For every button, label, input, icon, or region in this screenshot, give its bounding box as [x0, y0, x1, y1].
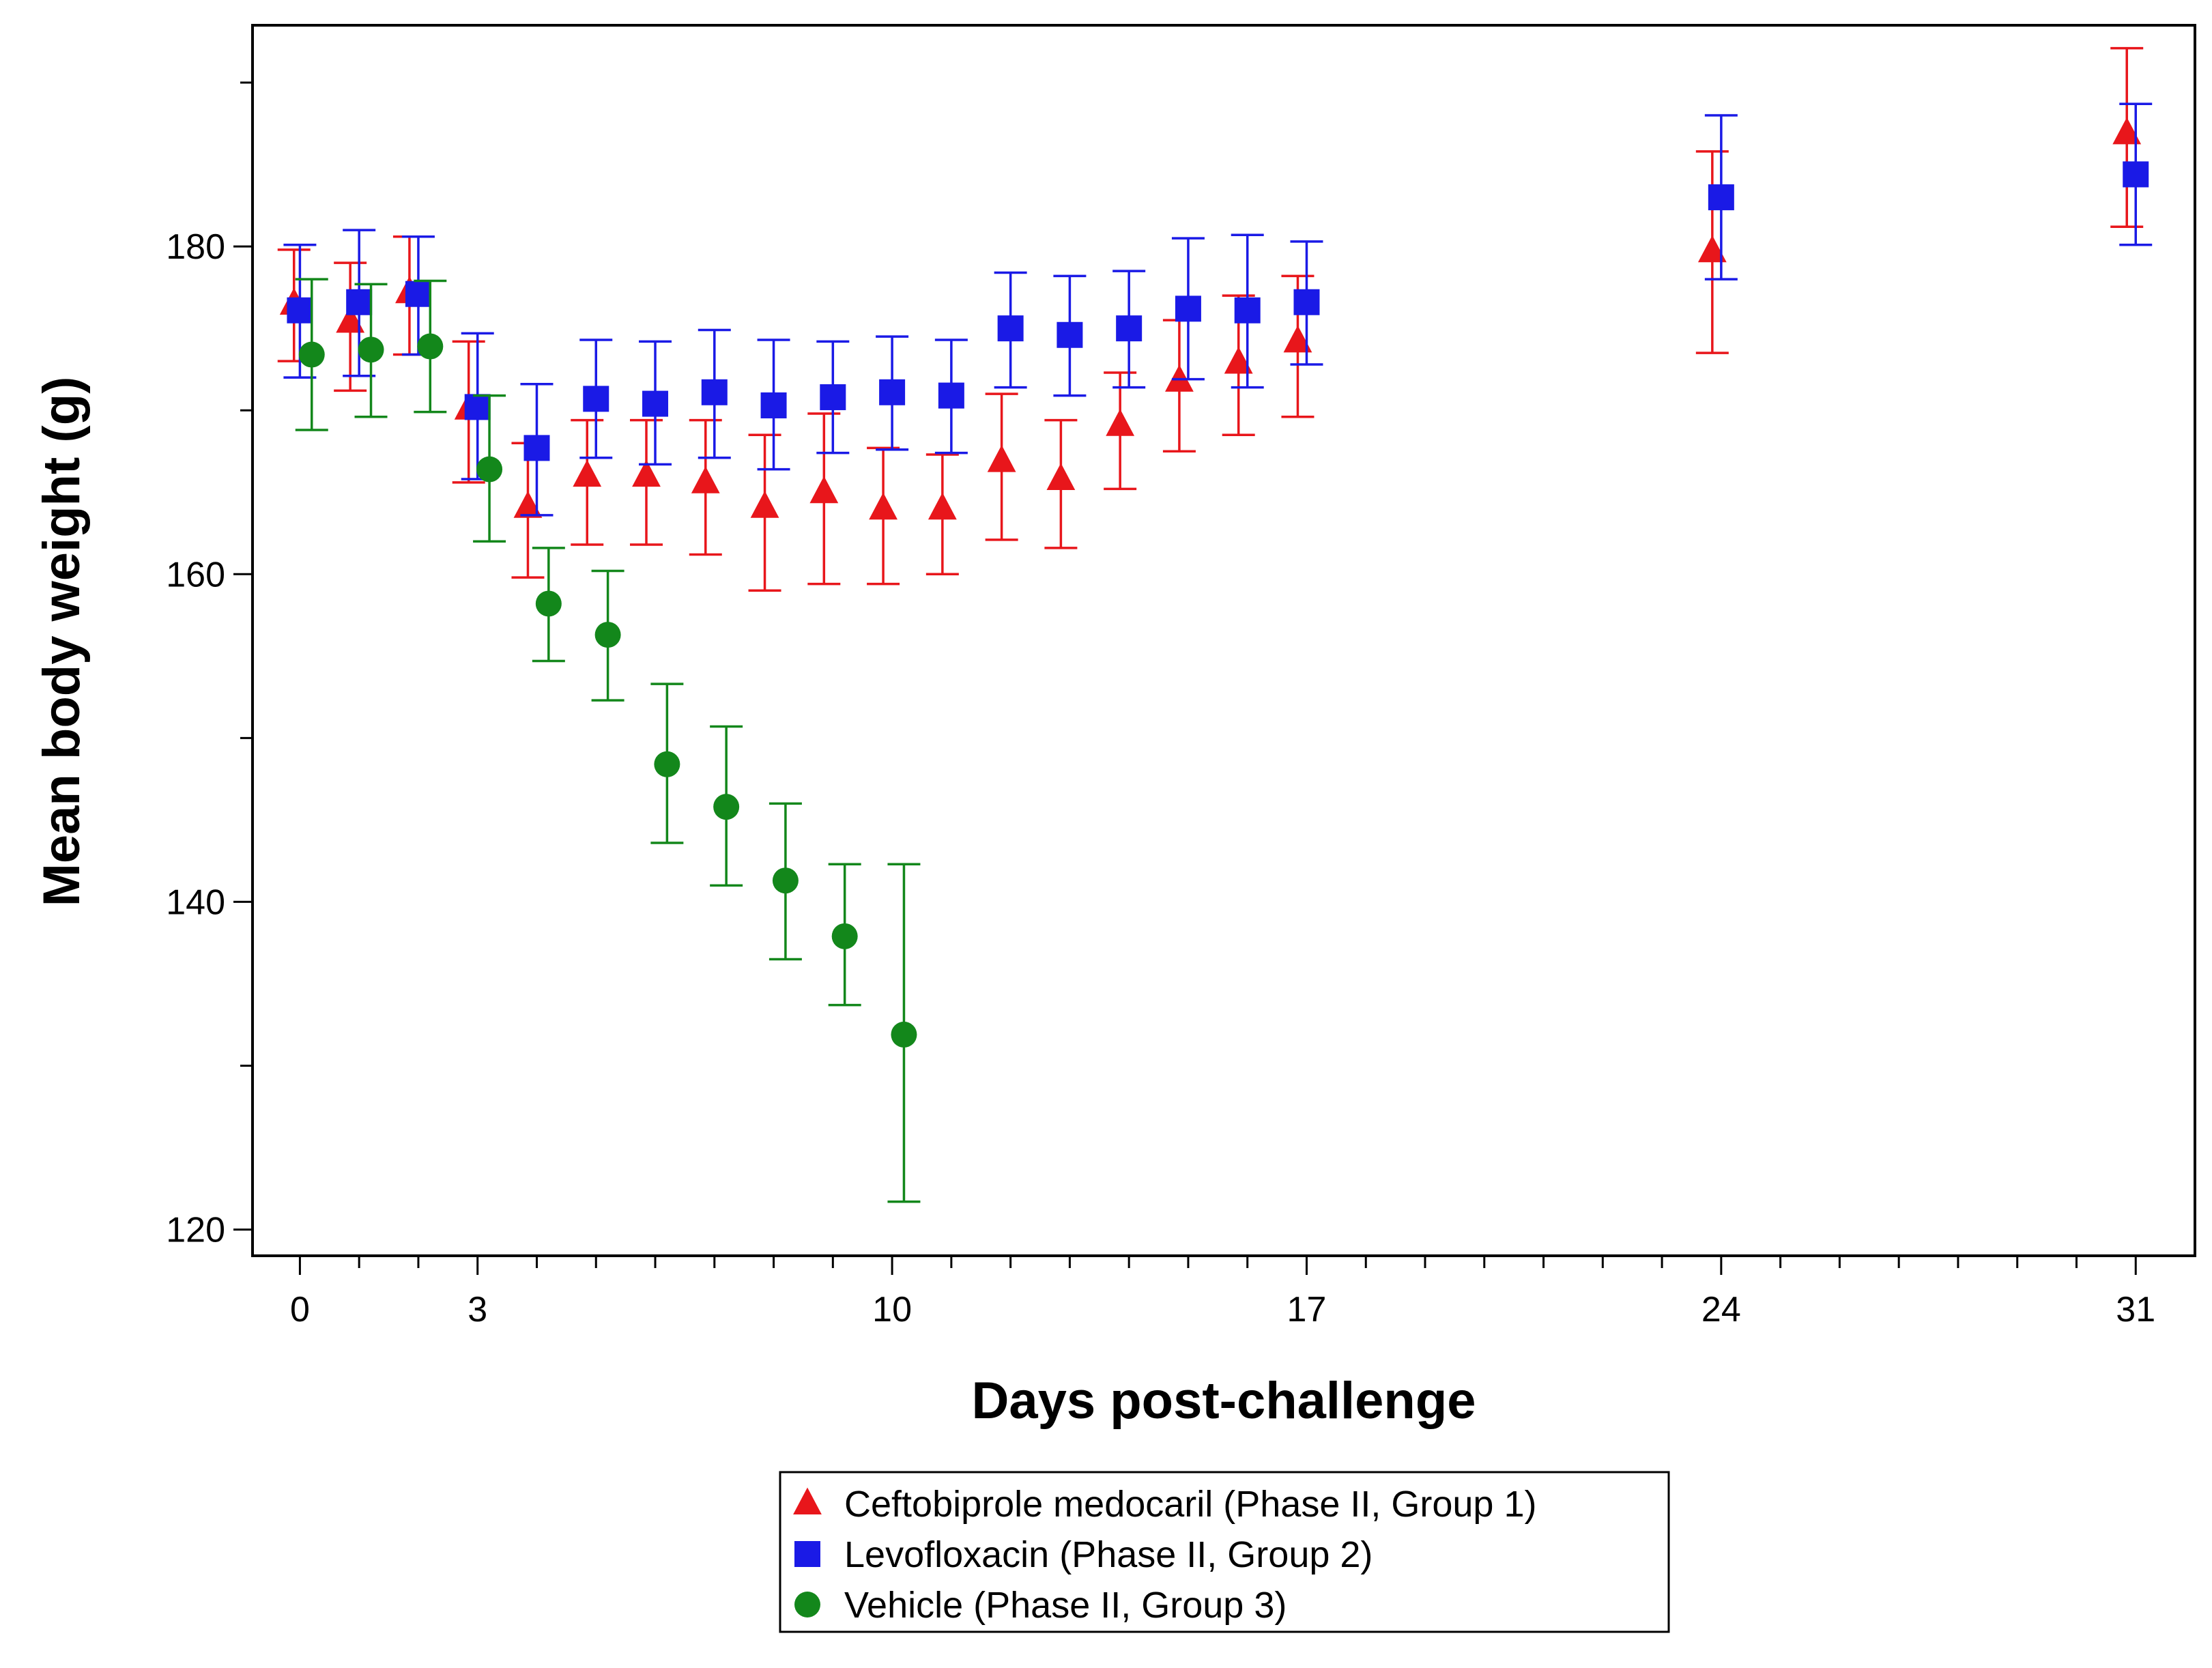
x-tick-label: 0 [290, 1290, 310, 1329]
data-point [701, 379, 728, 405]
data-point [417, 333, 444, 360]
data-point [1293, 289, 1320, 315]
data-point [287, 297, 313, 323]
y-tick-label: 120 [166, 1211, 225, 1250]
legend-label: Ceftobiprole medocaril (Phase II, Group … [844, 1484, 1536, 1525]
data-point [2123, 161, 2149, 188]
data-point [820, 384, 846, 410]
series-square [283, 102, 2153, 517]
data-point [642, 390, 669, 417]
data-point [713, 794, 740, 820]
series-circle [295, 278, 921, 1203]
data-point [298, 341, 325, 368]
data-point [938, 382, 964, 409]
data-point [1057, 321, 1083, 348]
data-point [583, 386, 609, 412]
data-point [772, 867, 799, 894]
data-point [464, 394, 491, 420]
data-point [879, 379, 906, 405]
data-point [405, 281, 431, 307]
x-tick-label: 10 [872, 1290, 912, 1329]
legend-label: Levofloxacin (Phase II, Group 2) [844, 1534, 1373, 1575]
data-point [997, 315, 1024, 342]
data-point [750, 491, 779, 518]
legend-marker-square [794, 1541, 820, 1567]
x-tick-label: 17 [1287, 1290, 1327, 1329]
data-point [476, 456, 503, 483]
data-point [535, 590, 562, 617]
x-axis: 0 3 10 17 24 31 [290, 1256, 2155, 1329]
data-point [632, 459, 661, 487]
data-point [336, 305, 365, 333]
y-tick-label: 160 [166, 555, 225, 594]
data-point [760, 392, 787, 418]
data-point [1106, 409, 1135, 436]
x-tick-label: 3 [468, 1290, 487, 1329]
legend-label: Vehicle (Phase II, Group 3) [844, 1585, 1287, 1626]
data-point [1175, 296, 1201, 322]
data-point [594, 622, 621, 648]
x-tick-label: 24 [1701, 1290, 1741, 1329]
x-axis-title: Days post-challenge [971, 1372, 1476, 1430]
data-point [1708, 184, 1734, 211]
plot-frame [251, 24, 2196, 1257]
data-point [1224, 347, 1253, 374]
legend-frame [779, 1471, 1670, 1633]
data-point [869, 492, 897, 520]
data-point [1046, 463, 1076, 490]
y-axis: 120 140 160 180 [166, 81, 253, 1250]
data-point [1697, 235, 1727, 263]
data-point [1283, 325, 1312, 353]
data-point [346, 289, 373, 315]
legend-marker-circle [794, 1592, 820, 1617]
data-point [987, 445, 1016, 472]
y-axis-title: Mean body weight (g) [33, 377, 91, 907]
data-point [573, 459, 602, 487]
data-point [2112, 117, 2142, 145]
data-point [523, 435, 550, 461]
y-tick-label: 180 [166, 227, 225, 267]
legend: Ceftobiprole medocaril (Phase II, Group … [779, 1471, 1670, 1633]
data-point [928, 492, 957, 520]
data-point [654, 751, 680, 777]
data-point [1234, 297, 1261, 323]
legend-marker-triangle [793, 1487, 822, 1514]
data-point [831, 923, 858, 949]
data-point [358, 336, 384, 363]
data-point [513, 491, 543, 518]
data-point [691, 466, 720, 493]
data-series [277, 46, 2153, 1203]
data-point [1116, 315, 1143, 342]
x-tick-label: 31 [2116, 1290, 2155, 1329]
data-point [891, 1021, 917, 1048]
y-tick-label: 140 [166, 882, 225, 922]
data-point [809, 476, 839, 504]
